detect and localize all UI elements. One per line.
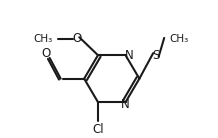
- Text: O: O: [72, 32, 81, 45]
- Text: Cl: Cl: [92, 123, 104, 136]
- Text: N: N: [121, 98, 130, 111]
- Text: CH₃: CH₃: [34, 34, 53, 44]
- Text: S: S: [152, 49, 160, 62]
- Text: N: N: [125, 49, 134, 62]
- Text: O: O: [41, 47, 50, 60]
- Text: CH₃: CH₃: [169, 34, 188, 44]
